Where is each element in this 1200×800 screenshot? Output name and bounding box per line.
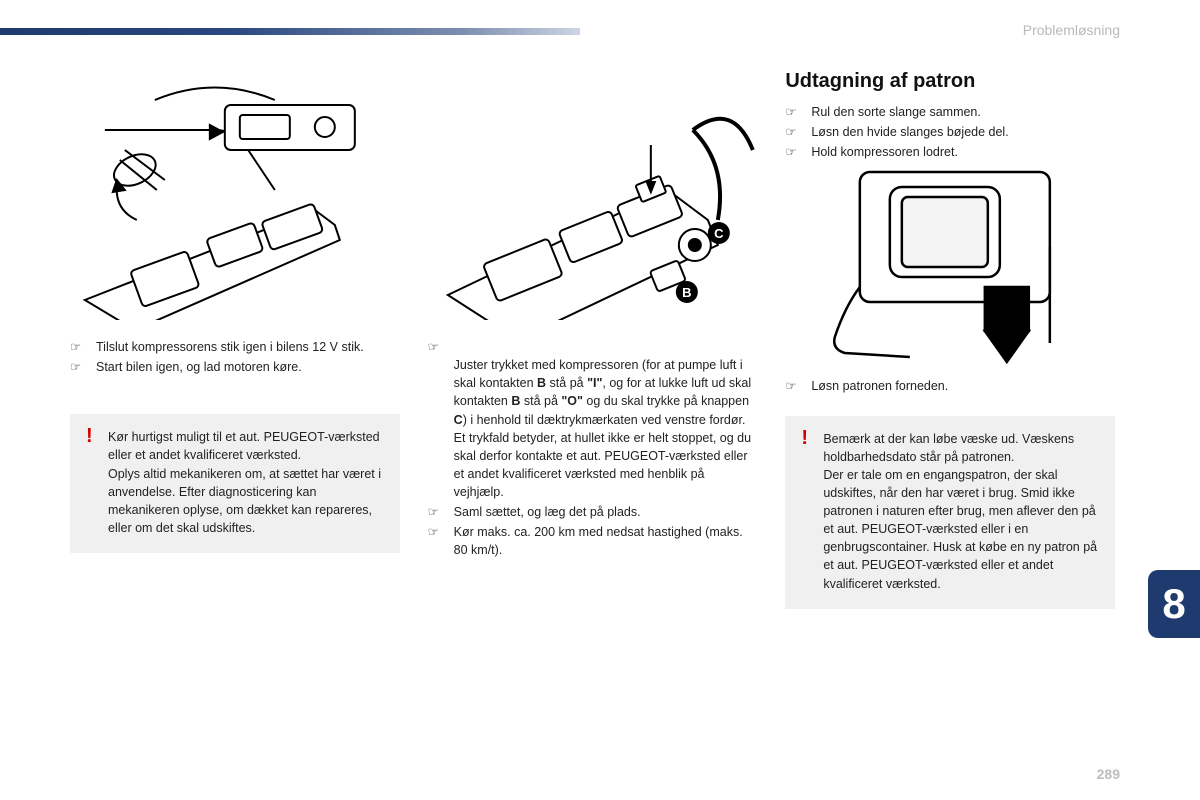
bullet-text: Start bilen igen, og lad motoren køre. [96, 358, 400, 376]
page-number: 289 [1097, 766, 1120, 782]
col2-bullets: ☞ Juster trykket med kompressoren (for a… [428, 338, 758, 562]
list-item: ☞ Løsn den hvide slanges bøjede del. [785, 123, 1115, 141]
list-item: ☞ Kør maks. ca. 200 km med nedsat hastig… [428, 523, 758, 559]
header-gradient-bar [0, 28, 580, 35]
bullet-text: Rul den sorte slange sammen. [811, 103, 1115, 121]
col3-bullets-bottom: ☞ Løsn patronen forneden. [785, 377, 1115, 397]
column-2: C B ☞ Juster trykket med kompressoren (f… [428, 70, 758, 760]
column-1: ☞ Tilslut kompressorens stik igen i bile… [70, 70, 400, 760]
bullet-text: Løsn den hvide slanges bøjede del. [811, 123, 1115, 141]
page-content: ☞ Tilslut kompressorens stik igen i bile… [70, 70, 1115, 760]
warning-notice-col3: ! Bemærk at der kan løbe væske ud. Væske… [785, 416, 1115, 609]
bullet-text: Saml sættet, og læg det på plads. [454, 503, 758, 521]
col3-bullets-top: ☞ Rul den sorte slange sammen. ☞ Løsn de… [785, 103, 1115, 163]
col1-bullets: ☞ Tilslut kompressorens stik igen i bile… [70, 338, 400, 378]
label-o: "O" [561, 394, 583, 408]
list-item: ☞ Start bilen igen, og lad motoren køre. [70, 358, 400, 376]
pointer-icon: ☞ [428, 523, 454, 559]
svg-text:C: C [714, 226, 724, 241]
t: og du skal trykke på knappen [583, 394, 749, 408]
list-item: ☞ Juster trykket med kompressoren (for a… [428, 338, 758, 501]
pointer-icon: ☞ [785, 377, 811, 395]
illustration-compressor-controls: C B [428, 70, 758, 320]
bullet-text: Juster trykket med kompressoren (for at … [454, 338, 758, 501]
list-item: ☞ Hold kompressoren lodret. [785, 143, 1115, 161]
pointer-icon: ☞ [428, 503, 454, 521]
warning-icon: ! [801, 428, 823, 593]
section-title: Udtagning af patron [785, 70, 1115, 93]
svg-text:B: B [682, 285, 691, 300]
warning-notice-col1: ! Kør hurtigst muligt til et aut. PEUGEO… [70, 414, 400, 553]
list-item: ☞ Rul den sorte slange sammen. [785, 103, 1115, 121]
bullet-text: Løsn patronen forneden. [811, 377, 1115, 395]
pointer-icon: ☞ [785, 143, 811, 161]
bullet-text: Tilslut kompressorens stik igen i bilens… [96, 338, 400, 356]
header-section-label: Problemløsning [1023, 22, 1120, 38]
pointer-icon: ☞ [785, 103, 811, 121]
label-c: C [454, 413, 463, 427]
illustration-cartridge-release [785, 167, 1115, 367]
notice-text: Kør hurtigst muligt til et aut. PEUGEOT-… [108, 428, 384, 537]
t: ) i henhold til dæktrykmærkaten ved vens… [454, 413, 751, 500]
bullet-text: Hold kompressoren lodret. [811, 143, 1115, 161]
bullet-text: Kør maks. ca. 200 km med nedsat hastighe… [454, 523, 758, 559]
list-item: ☞ Tilslut kompressorens stik igen i bile… [70, 338, 400, 356]
illustration-compressor-plug [70, 70, 400, 320]
warning-icon: ! [86, 426, 108, 537]
list-item: ☞ Løsn patronen forneden. [785, 377, 1115, 395]
pointer-icon: ☞ [428, 338, 454, 501]
pointer-icon: ☞ [70, 338, 96, 356]
t: stå på [546, 376, 587, 390]
column-3: Udtagning af patron ☞ Rul den sorte slan… [785, 70, 1115, 760]
notice-text: Bemærk at der kan løbe væske ud. Væskens… [823, 430, 1099, 593]
pointer-icon: ☞ [70, 358, 96, 376]
t: stå på [520, 394, 561, 408]
list-item: ☞ Saml sættet, og læg det på plads. [428, 503, 758, 521]
label-i: "I" [587, 376, 602, 390]
label-b: B [537, 376, 546, 390]
pointer-icon: ☞ [785, 123, 811, 141]
section-number-tab: 8 [1148, 570, 1200, 638]
